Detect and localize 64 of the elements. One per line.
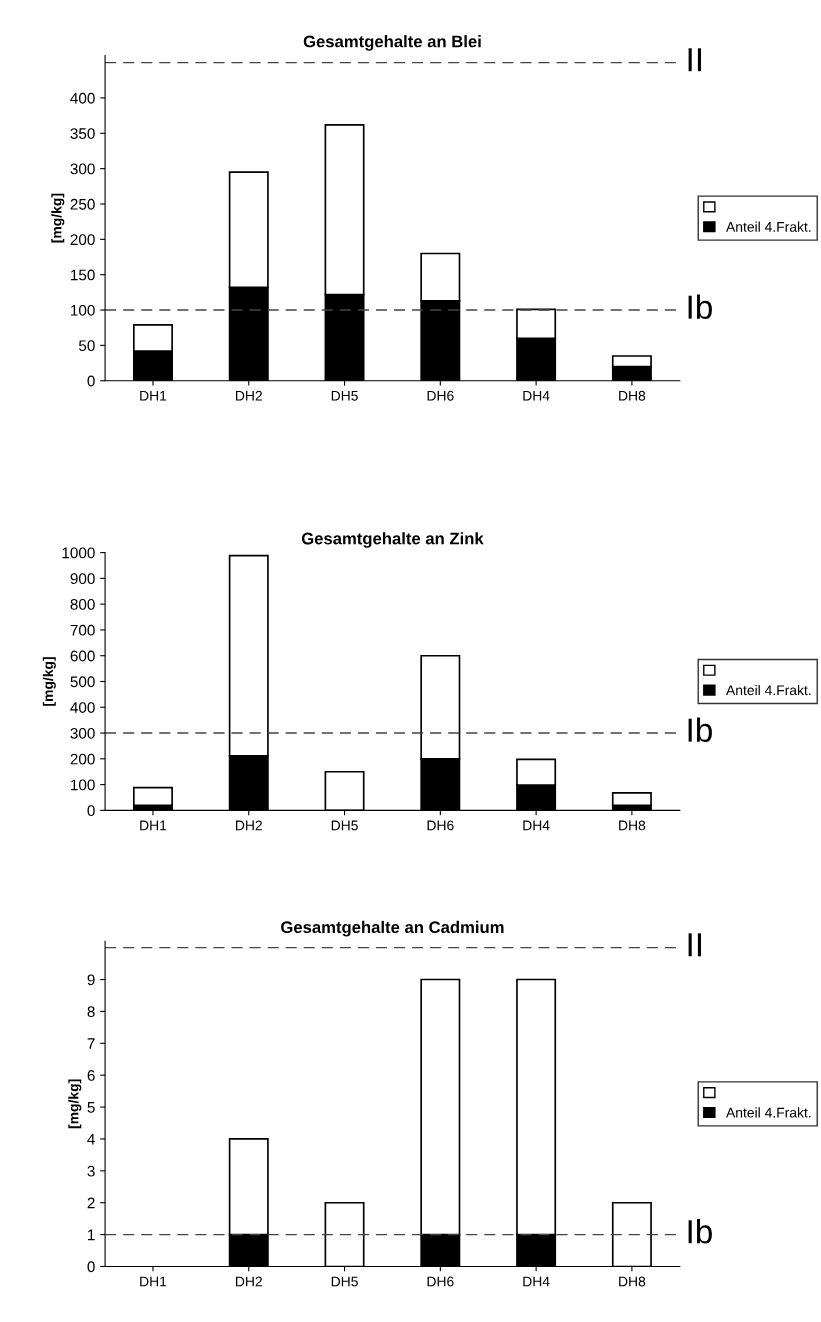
y-tick-label: 6 — [87, 1070, 95, 1081]
x-tick-label: DH6 — [427, 820, 454, 831]
y-tick-label: 1000 — [62, 547, 95, 559]
y-tick-label: 5 — [87, 1102, 95, 1113]
ref-line-label: Ib — [688, 294, 712, 319]
chart-title: Gesamtgehalte an Zink — [301, 532, 484, 548]
x-tick-label: DH2 — [236, 390, 262, 401]
bar — [132, 786, 173, 807]
y-tick-label: 400 — [70, 702, 95, 713]
x-tick-label: DH8 — [619, 1276, 646, 1287]
y-tick-label: 300 — [70, 727, 95, 739]
y-tick-label: 700 — [70, 624, 95, 636]
y-tick-label: 100 — [71, 304, 95, 316]
x-tick-label: DH1 — [140, 820, 167, 831]
y-tick-label: 300 — [70, 163, 95, 175]
x-tick-label: DH2 — [236, 820, 262, 831]
x-tick-label: DH6 — [427, 390, 454, 401]
bar — [611, 792, 652, 807]
y-tick-label: 8 — [87, 1006, 95, 1018]
x-tick-label: DH1 — [140, 390, 167, 401]
legend-label: Anteil 4.Frakt. — [726, 221, 811, 232]
y-tick-label: 50 — [78, 340, 95, 352]
y-axis-title: [mg/kg] — [42, 657, 56, 706]
y-tick-label: 1 — [88, 1229, 95, 1241]
x-tick-label: DH5 — [331, 820, 358, 831]
y-tick-label: 0 — [87, 375, 95, 387]
y-axis-title: [mg/kg] — [68, 1079, 82, 1129]
y-tick-label: 250 — [70, 198, 95, 210]
y-tick-label: 200 — [70, 234, 95, 246]
y-tick-label: 350 — [70, 128, 95, 139]
y-tick-label: 3 — [87, 1165, 95, 1177]
legend-label: Anteil 4.Frakt. — [726, 684, 811, 696]
x-tick-label: DH8 — [619, 820, 646, 831]
y-tick-label: 7 — [87, 1038, 95, 1049]
x-tick-label: DH4 — [523, 390, 550, 401]
y-tick-label: 100 — [71, 779, 95, 791]
x-tick-label: DH5 — [331, 390, 358, 401]
y-tick-label: 4 — [87, 1133, 95, 1145]
x-tick-label: DH1 — [140, 1276, 167, 1287]
y-tick-label: 900 — [70, 573, 95, 585]
y-tick-label: 500 — [70, 676, 95, 688]
y-axis-title: [mg/kg] — [51, 193, 65, 243]
y-tick-label: 0 — [87, 1261, 95, 1273]
y-tick-label: 0 — [87, 805, 95, 817]
y-tick-label: 9 — [87, 974, 95, 986]
chart-title: Gesamtgehalte an Blei — [303, 35, 481, 51]
y-tick-label: 600 — [70, 650, 95, 662]
y-tick-label: 2 — [87, 1197, 95, 1209]
ref-line-label: Ib — [688, 717, 712, 742]
ref-line-label: II — [688, 48, 701, 72]
y-tick-label: 800 — [70, 599, 95, 610]
x-tick-label: DH4 — [523, 1276, 550, 1287]
x-tick-label: DH8 — [619, 390, 646, 401]
y-tick-label: 400 — [70, 92, 95, 104]
x-tick-label: DH6 — [427, 1276, 454, 1287]
legend-label: Anteil 4.Frakt. — [726, 1107, 811, 1118]
ref-line-label: Ib — [688, 1219, 712, 1244]
chart-title: Gesamtgehalte an Cadmium — [281, 920, 504, 937]
x-tick-label: DH4 — [523, 820, 550, 831]
y-tick-label: 200 — [70, 753, 95, 765]
y-tick-label: 150 — [71, 269, 95, 281]
ref-line-label: II — [688, 933, 701, 957]
x-tick-label: DH5 — [331, 1276, 358, 1287]
x-tick-label: DH2 — [236, 1276, 262, 1287]
